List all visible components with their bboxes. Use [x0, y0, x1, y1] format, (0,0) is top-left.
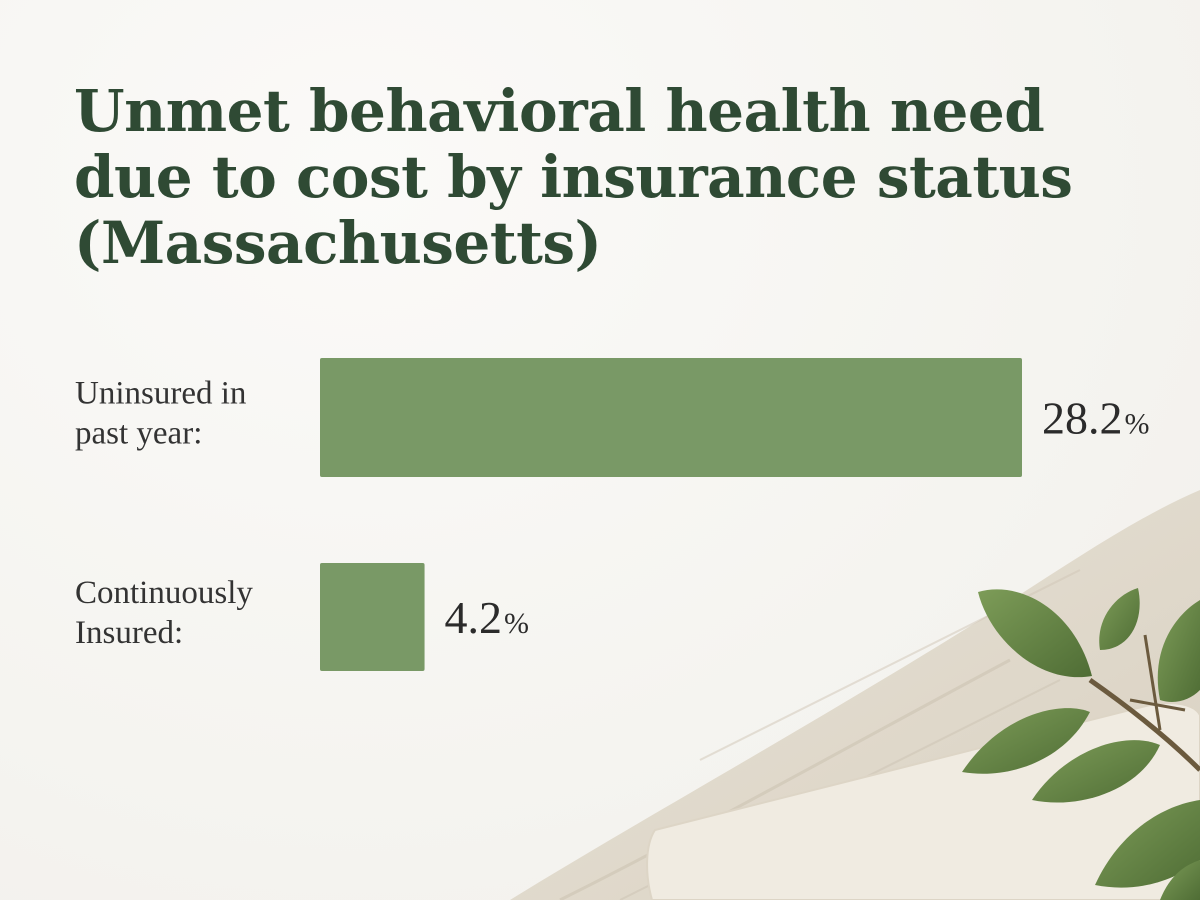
title-line-2: due to cost by insurance status [74, 143, 1073, 211]
title-line-1: Unmet behavioral health need [74, 77, 1045, 145]
category-label: Insured: [75, 615, 183, 651]
bar [320, 563, 425, 671]
category-label: Uninsured in [75, 376, 246, 412]
category-label: past year: [75, 416, 202, 452]
value-label: 4.2% [445, 592, 530, 643]
chart-title: Unmet behavioral health need due to cost… [74, 78, 1154, 276]
bar [320, 358, 1022, 477]
bar-shade [320, 358, 1022, 477]
category-label: Continuously [75, 575, 253, 611]
value-label: 28.2% [1042, 393, 1150, 444]
title-line-3: (Massachusetts) [74, 209, 602, 277]
bar-shade [320, 563, 425, 671]
